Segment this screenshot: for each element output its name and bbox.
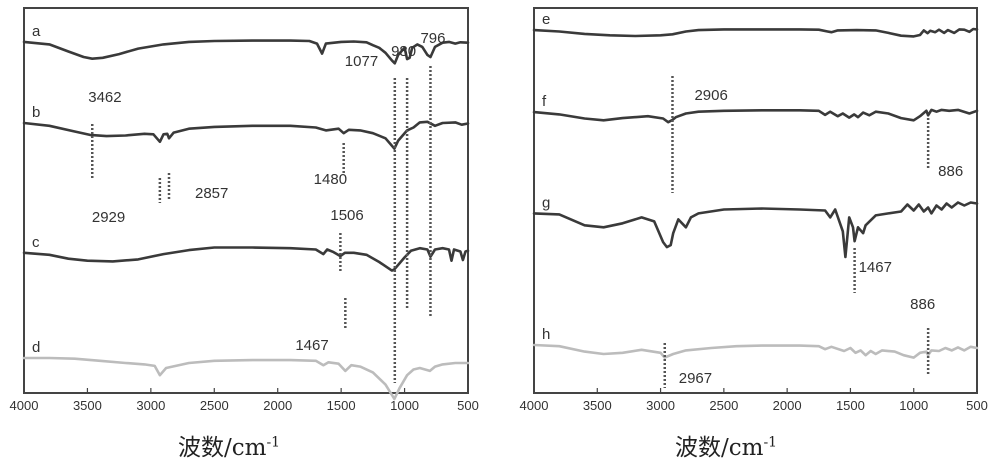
series-line-f	[532, 108, 979, 124]
series-line-g	[532, 201, 979, 259]
series-label-e: e	[542, 11, 550, 28]
annotation-label-0-2: 2857	[195, 185, 228, 202]
series-line-h	[532, 343, 979, 359]
x-tick-label-0-0: 4000	[10, 398, 39, 413]
x-tick-label-1-7: 500	[966, 398, 988, 413]
x-tick-label-0-6: 1000	[390, 398, 419, 413]
annotation-label-1-1: 886	[938, 163, 963, 180]
series-label-g: g	[542, 194, 550, 211]
x-tick-label-1-1: 3500	[583, 398, 612, 413]
series-label-f: f	[542, 93, 547, 110]
x-tick-label-0-5: 1500	[327, 398, 356, 413]
x-tick-label-0-3: 2500	[200, 398, 229, 413]
series-line-d	[22, 356, 470, 401]
x-tick-label-1-0: 4000	[520, 398, 549, 413]
annotation-label-0-8: 1467	[295, 337, 328, 354]
series-label-b: b	[32, 104, 40, 121]
x-tick-label-1-4: 2000	[773, 398, 802, 413]
annotation-label-0-1: 2929	[92, 209, 125, 226]
x-tick-label-1-6: 1000	[899, 398, 928, 413]
annotation-label-1-3: 886	[910, 296, 935, 313]
x-tick-label-0-1: 3500	[73, 398, 102, 413]
x-tick-label-1-5: 1500	[836, 398, 865, 413]
series-line-e	[532, 27, 979, 38]
annotation-label-0-3: 1077	[345, 53, 378, 70]
annotation-label-0-5: 796	[420, 30, 445, 47]
series-label-c: c	[32, 234, 40, 251]
x-tick-label-0-7: 500	[457, 398, 479, 413]
annotation-label-0-7: 1506	[330, 207, 363, 224]
annotation-label-1-2: 1467	[859, 259, 892, 276]
annotation-label-1-0: 2906	[694, 87, 727, 104]
x-tick-label-0-2: 3000	[136, 398, 165, 413]
annotation-label-0-4: 980	[391, 43, 416, 60]
x-tick-label-1-2: 3000	[646, 398, 675, 413]
series-line-b	[22, 120, 470, 150]
series-label-a: a	[32, 23, 41, 40]
x-tick-label-1-3: 2500	[709, 398, 738, 413]
x-tick-label-0-4: 2000	[263, 398, 292, 413]
annotation-label-0-0: 3462	[88, 89, 121, 106]
series-label-h: h	[542, 326, 550, 343]
annotation-label-1-4: 2967	[679, 370, 712, 387]
plot-frame-1	[533, 7, 978, 394]
annotation-label-0-6: 1480	[314, 171, 347, 188]
x-axis-label-left: 波数/cm-1	[178, 434, 281, 461]
plot-frame-0	[23, 7, 469, 394]
x-axis-label-right: 波数/cm-1	[675, 434, 778, 461]
series-line-c	[22, 246, 470, 272]
series-line-a	[22, 39, 470, 65]
series-label-d: d	[32, 339, 40, 356]
